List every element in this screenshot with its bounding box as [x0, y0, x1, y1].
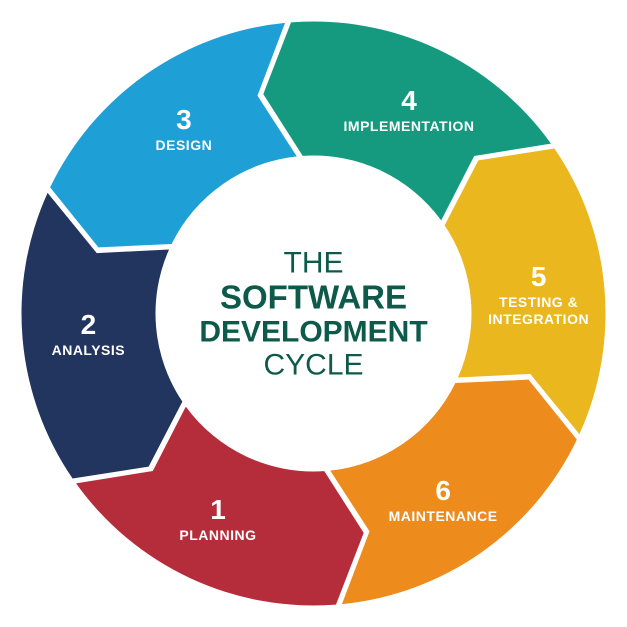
center-line-2: SOFTWARE	[199, 279, 427, 315]
center-line-1: THE	[199, 246, 427, 279]
center-title: THE SOFTWARE DEVELOPMENT CYCLE	[199, 246, 427, 381]
sdlc-cycle-diagram: THE SOFTWARE DEVELOPMENT CYCLE 1PLANNING…	[0, 0, 627, 627]
segment-6	[330, 380, 577, 604]
center-line-3: DEVELOPMENT	[199, 315, 427, 348]
center-line-4: CYCLE	[199, 348, 427, 381]
segment-3	[50, 23, 297, 247]
